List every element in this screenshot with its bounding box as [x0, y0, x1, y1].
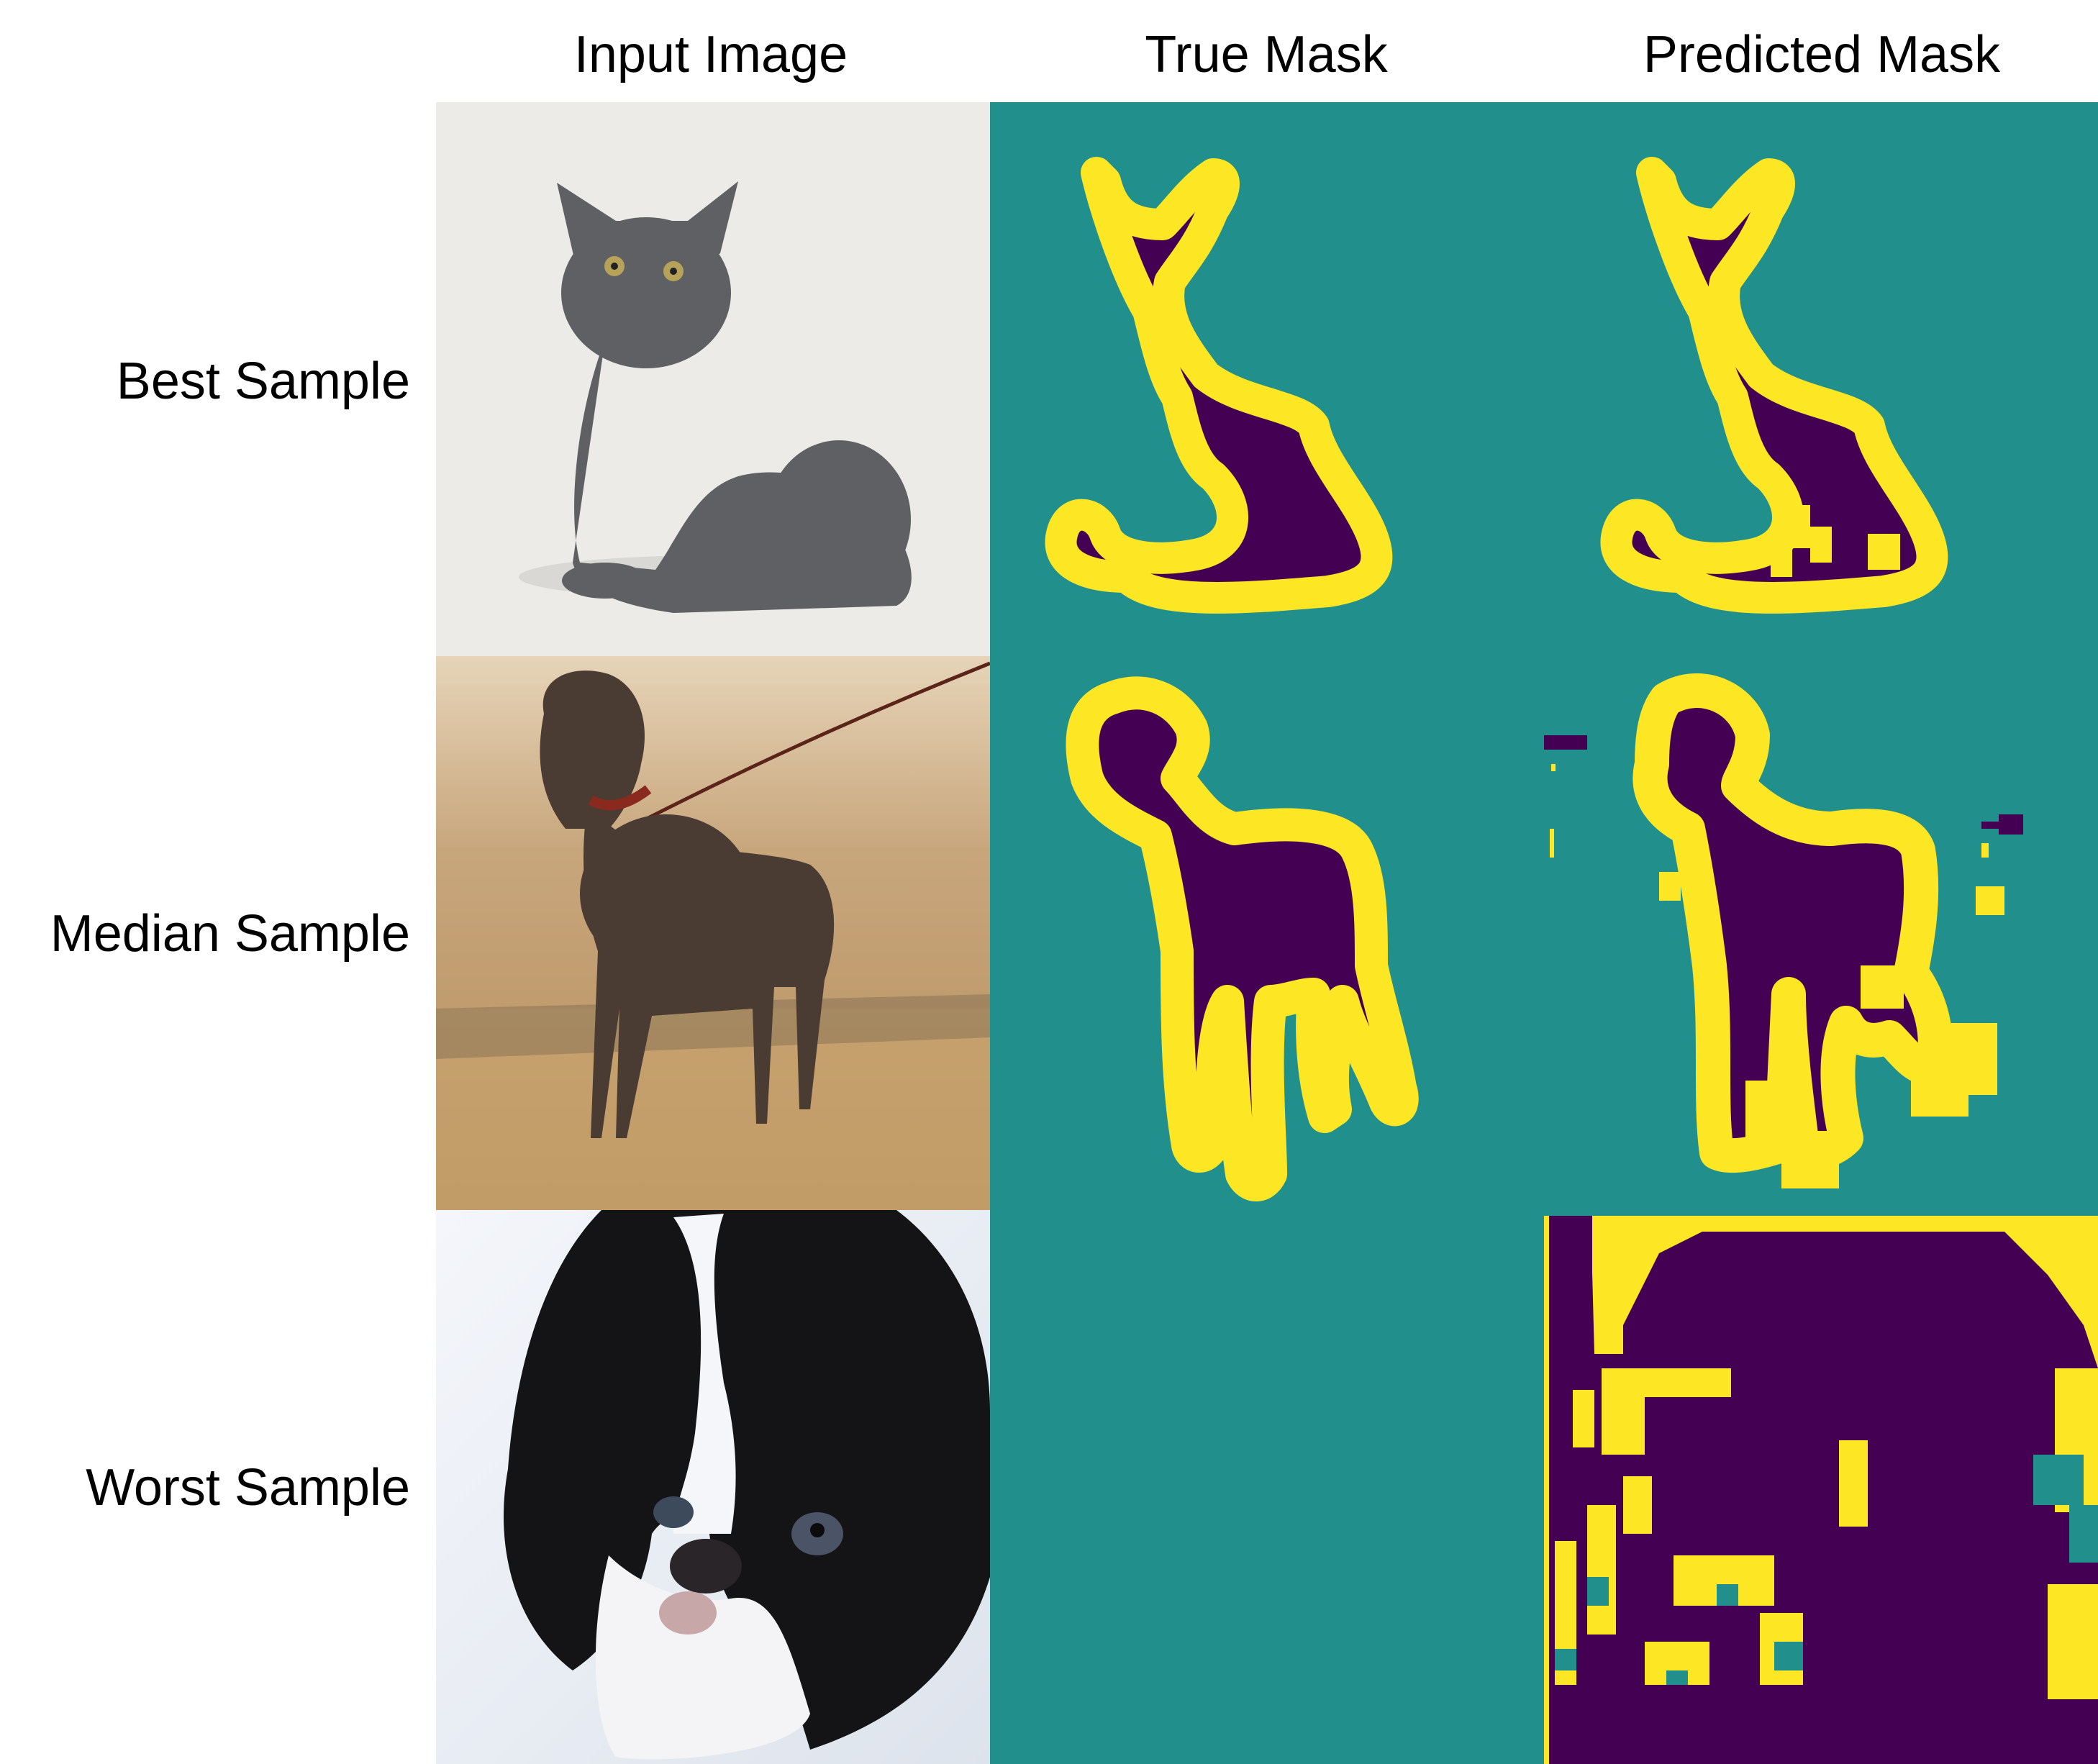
input-image-worst-sample — [436, 1210, 990, 1764]
true-mask-median-sample — [1066, 676, 1419, 1201]
predicted-mask-median-sample — [1544, 673, 2023, 1188]
row-title-worst-sample: Worst Sample — [86, 1459, 410, 1517]
input-image-median-sample — [436, 656, 991, 1210]
column-title-input-image: Input Image — [573, 26, 848, 83]
input-image-best-sample — [436, 102, 990, 656]
image-grid — [436, 102, 2098, 1764]
column-title-true-mask: True Mask — [1145, 26, 1388, 83]
predicted-mask-best-sample — [1616, 173, 1932, 598]
row-title-best-sample: Best Sample — [116, 353, 410, 410]
column-title-predicted-mask: Predicted Mask — [1643, 26, 2001, 83]
true-mask-best-sample — [1045, 157, 1393, 614]
row-title-median-sample: Median Sample — [50, 905, 410, 963]
predicted-mask-worst-sample — [1544, 1216, 2098, 1764]
